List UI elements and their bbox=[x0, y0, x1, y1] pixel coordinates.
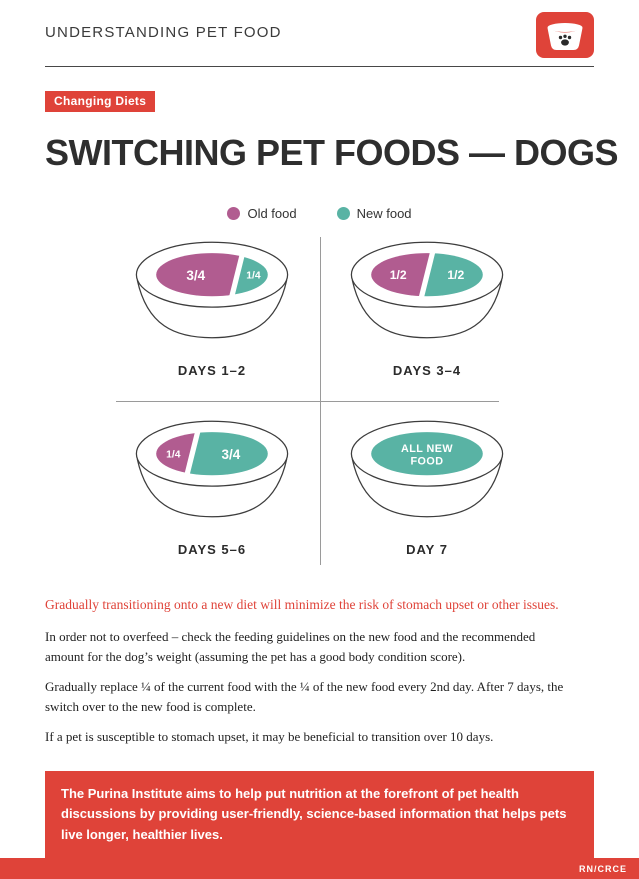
document-code: RN/CRCE bbox=[578, 863, 627, 874]
old-food-swatch bbox=[227, 207, 241, 220]
bowl-label: DAY 7 bbox=[406, 542, 448, 557]
bowl-label: DAYS 1–2 bbox=[177, 363, 247, 378]
new-food-portion bbox=[371, 432, 483, 476]
bowl-graphic-days-1-2: 3/4 1/4 bbox=[135, 241, 289, 339]
old-portion-fraction: 1/2 bbox=[390, 268, 407, 282]
bowl-label: DAYS 3–4 bbox=[392, 363, 462, 378]
header-title: UNDERSTANDING PET FOOD bbox=[45, 24, 282, 41]
old-food-portion bbox=[156, 253, 242, 297]
all-new-food-line1: ALL NEW bbox=[401, 443, 453, 455]
legend: Old food New food bbox=[45, 206, 594, 221]
legend-old-food: Old food bbox=[227, 206, 297, 221]
new-portion-fraction: 1/4 bbox=[246, 270, 261, 281]
legend-old-label: Old food bbox=[247, 206, 297, 221]
new-portion-fraction: 1/2 bbox=[447, 268, 464, 282]
all-new-food-line2: FOOD bbox=[411, 456, 444, 468]
header-divider bbox=[45, 66, 594, 67]
grid-divider-horizontal bbox=[115, 401, 499, 402]
body-copy: In order not to overfeed – check the fee… bbox=[45, 627, 594, 747]
bottom-bar: RN/CRCE bbox=[0, 858, 639, 879]
page-header: UNDERSTANDING PET FOOD bbox=[45, 0, 594, 58]
purina-institute-callout: The Purina Institute aims to help put nu… bbox=[45, 770, 594, 859]
bowl-days-5-6: 1/4 3/4 DAYS 5–6 bbox=[105, 414, 320, 567]
bowl-days-1-2: 3/4 1/4 DAYS 1–2 bbox=[105, 235, 320, 388]
old-portion-fraction: 1/4 bbox=[166, 449, 181, 460]
new-portion-fraction: 3/4 bbox=[222, 447, 241, 462]
transition-diagram: 3/4 1/4 DAYS 1–2 1/2 bbox=[105, 235, 535, 567]
new-food-portion bbox=[422, 253, 483, 297]
paragraph-replace: Gradually replace ¼ of the current food … bbox=[45, 679, 564, 714]
new-food-portion bbox=[187, 432, 268, 476]
page-title: SWITCHING PET FOODS — DOGS bbox=[45, 132, 619, 173]
old-food-portion bbox=[371, 253, 432, 297]
bowl-graphic-days-5-6: 1/4 3/4 bbox=[135, 420, 289, 518]
old-portion-fraction: 3/4 bbox=[186, 268, 205, 283]
bowl-graphic-day-7: ALL NEW FOOD bbox=[350, 420, 504, 518]
legend-new-food: New food bbox=[336, 206, 412, 221]
legend-new-label: New food bbox=[356, 206, 412, 221]
paragraph-overfeed: In order not to overfeed – check the fee… bbox=[45, 629, 536, 664]
bowl-days-3-4: 1/2 1/2 DAYS 3–4 bbox=[320, 235, 535, 388]
new-food-swatch bbox=[336, 207, 350, 220]
paragraph-sensitive: If a pet is susceptible to stomach upset… bbox=[45, 729, 494, 744]
bowl-graphic-days-3-4: 1/2 1/2 bbox=[350, 241, 504, 339]
bowl-label: DAYS 5–6 bbox=[177, 542, 247, 557]
highlight-sentence: Gradually transitioning onto a new diet … bbox=[45, 597, 559, 612]
bowl-day-7: ALL NEW FOOD DAY 7 bbox=[320, 414, 535, 567]
section-badge: Changing Diets bbox=[45, 91, 156, 112]
pet-food-bowl-icon bbox=[536, 12, 594, 58]
